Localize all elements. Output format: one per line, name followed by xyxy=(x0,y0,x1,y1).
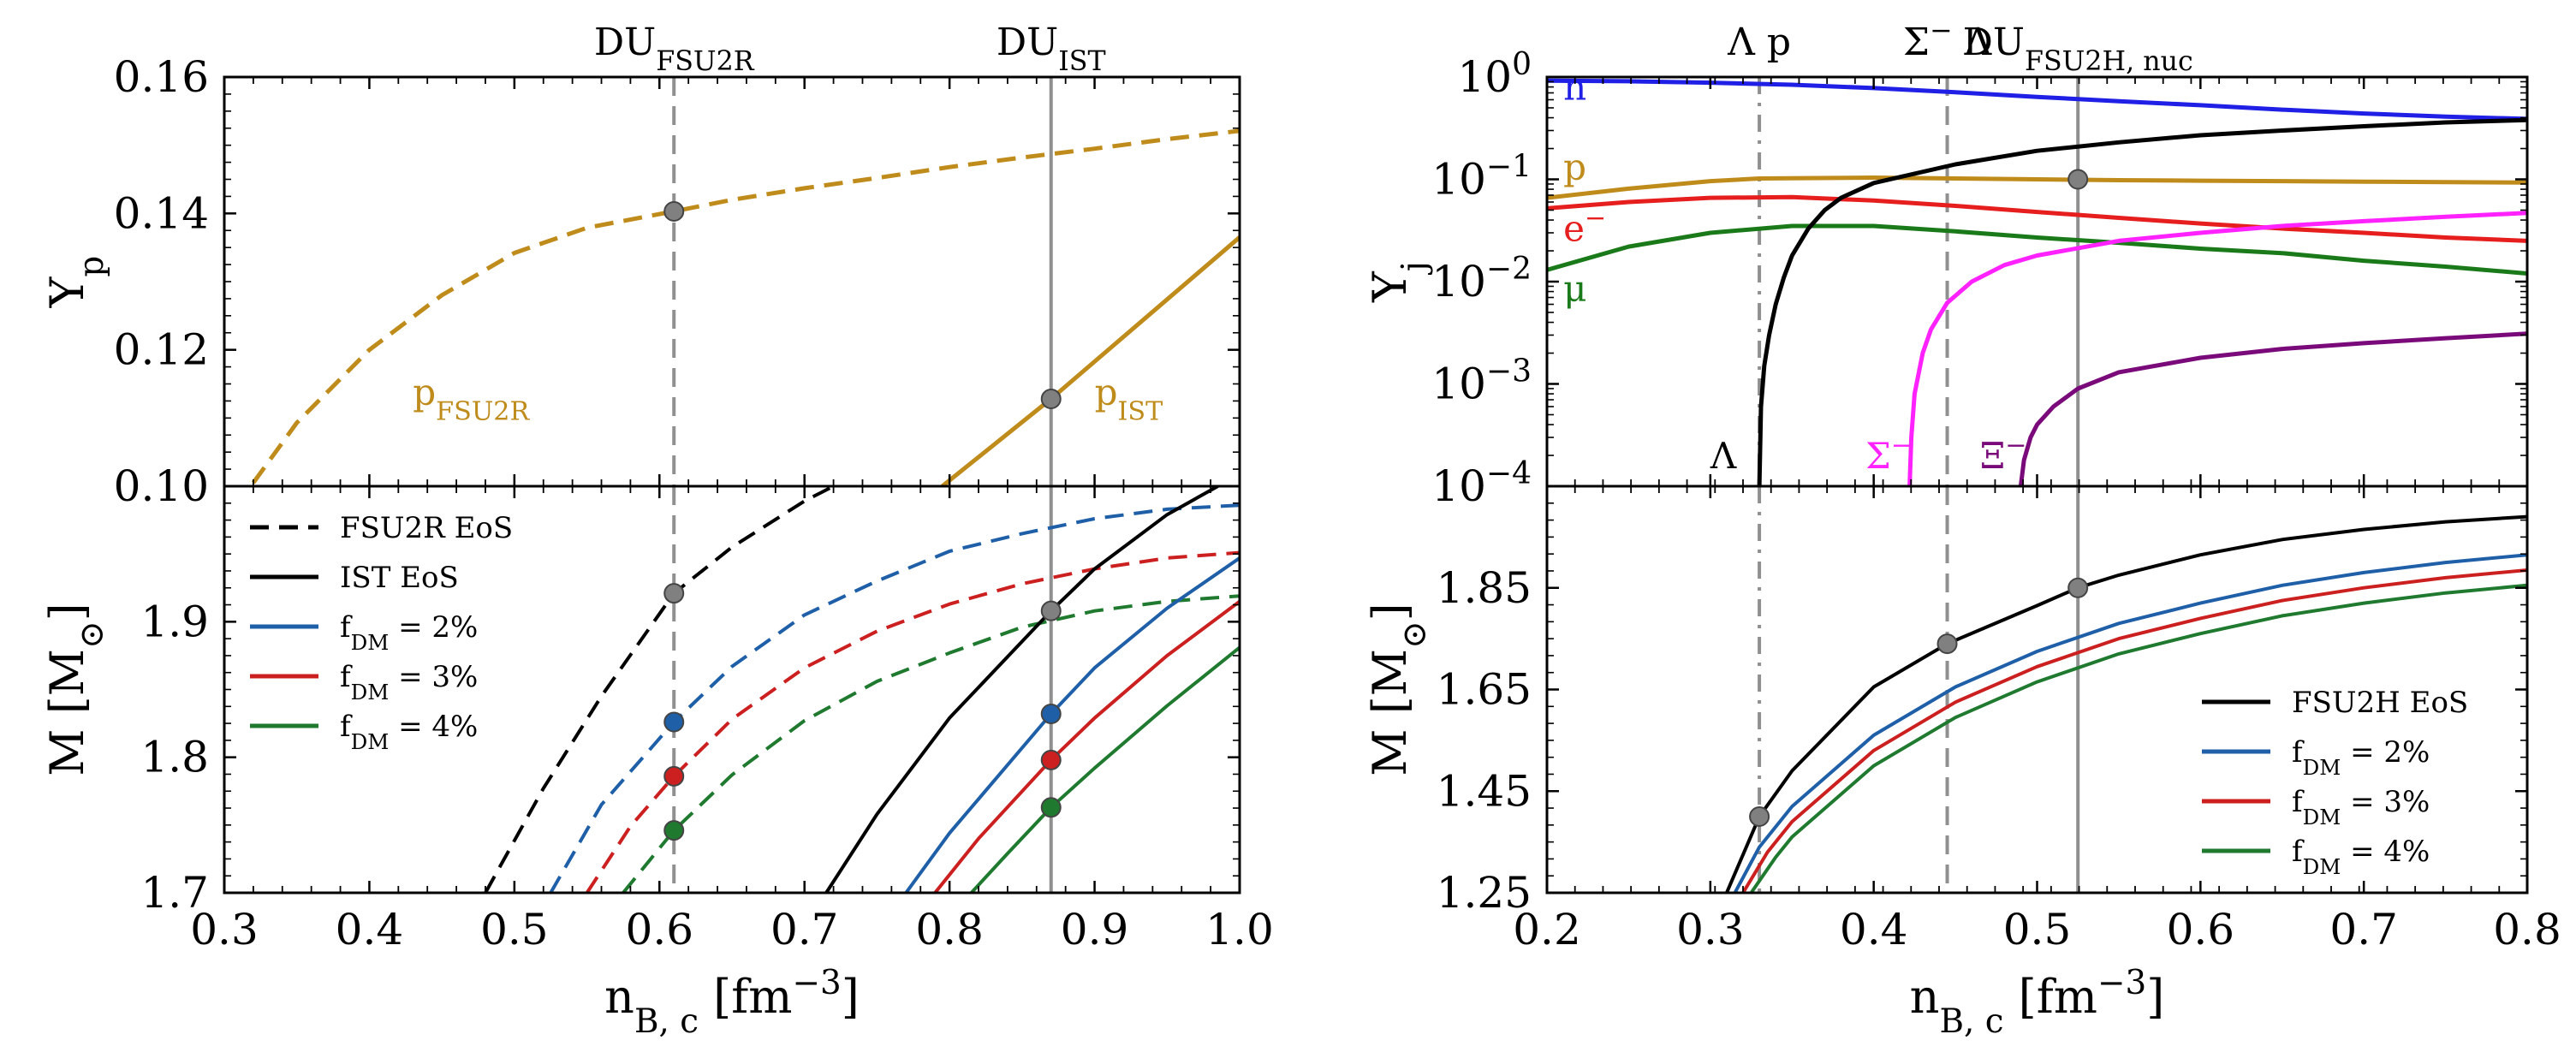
series-line xyxy=(1547,223,2527,276)
y-tick-label: 100 xyxy=(1457,47,1532,103)
series-label: pFSU2R xyxy=(413,371,530,426)
top-reference-label: Λ p xyxy=(1727,21,1791,64)
top-reference-label: DUFSU2H, nuc xyxy=(1963,21,2193,77)
series-label: Λ xyxy=(1710,435,1737,477)
y-tick-label: 10−3 xyxy=(1431,354,1532,409)
series-label: pIST xyxy=(1095,371,1163,426)
series-line xyxy=(2018,331,2527,486)
series-line xyxy=(1757,117,2527,486)
plot-area-left-top xyxy=(251,77,1240,486)
x-tick-label: 0.8 xyxy=(915,905,984,954)
x-tick-label: 0.7 xyxy=(770,905,839,954)
data-marker xyxy=(663,711,685,733)
legend-label: FSU2H EoS xyxy=(2292,686,2468,720)
series-line xyxy=(585,550,1240,893)
y-tick-label: 10−4 xyxy=(1431,456,1532,512)
legend-label: fDM = 3% xyxy=(2292,785,2430,829)
x-tick-label: 0.6 xyxy=(626,905,694,954)
x-tick-label: 1.0 xyxy=(1205,905,1274,954)
y-axis-label: Yp xyxy=(40,256,111,309)
data-marker xyxy=(1040,704,1062,724)
data-marker xyxy=(1040,749,1062,770)
top-reference-label: DUIST xyxy=(996,21,1106,77)
y-tick-label: 10−1 xyxy=(1431,149,1532,205)
x-tick-label: 0.5 xyxy=(2003,905,2072,954)
series-label: Σ− xyxy=(1865,430,1913,477)
data-marker xyxy=(1040,600,1062,621)
y-tick-label: 0.12 xyxy=(114,325,209,375)
series-label: p xyxy=(1563,146,1586,188)
plot-area-left-bottom xyxy=(484,486,1240,893)
data-marker xyxy=(1040,389,1062,410)
data-marker xyxy=(1936,633,1958,655)
legend-label: fDM = 3% xyxy=(340,660,478,704)
data-marker xyxy=(663,583,685,604)
x-tick-label: 0.6 xyxy=(2167,905,2235,954)
legend-label: fDM = 4% xyxy=(2292,835,2430,879)
series-line xyxy=(1547,194,2527,243)
y-tick-label: 1.8 xyxy=(140,733,209,782)
y-tick-label: 10−2 xyxy=(1431,252,1532,307)
x-axis-label: nB, c [fm−3] xyxy=(604,964,860,1041)
y-tick-label: 1.7 xyxy=(140,868,209,918)
x-tick-label: 0.9 xyxy=(1061,905,1129,954)
series-line xyxy=(549,503,1240,893)
series-label: Ξ− xyxy=(1980,430,2027,477)
x-axis-label: nB, c [fm−3] xyxy=(1910,964,2165,1041)
series-line xyxy=(904,556,1240,893)
y-axis-label: M [M⊙] xyxy=(40,603,111,776)
series-line xyxy=(1547,175,2527,200)
y-axis-label: Yj xyxy=(1363,261,1434,303)
data-marker xyxy=(663,765,685,787)
x-tick-label: 0.8 xyxy=(2493,905,2561,954)
legend-label: IST EoS xyxy=(340,561,459,595)
y-tick-label: 0.16 xyxy=(114,52,209,102)
x-tick-label: 0.4 xyxy=(1840,905,1908,954)
legend-label: FSU2R EoS xyxy=(340,511,513,545)
series-label: μ xyxy=(1563,267,1586,309)
x-tick-label: 0.3 xyxy=(1676,905,1745,954)
x-tick-label: 0.2 xyxy=(1513,905,1581,954)
plot-area-right-bottom xyxy=(1725,486,2527,893)
data-marker xyxy=(663,820,685,841)
series-line xyxy=(933,599,1240,893)
y-tick-label: 0.14 xyxy=(114,188,209,238)
y-axis-label: M [M⊙] xyxy=(1363,603,1434,776)
data-marker xyxy=(1749,805,1770,827)
series-line xyxy=(251,128,1240,484)
y-tick-label: 1.45 xyxy=(1437,766,1532,816)
x-tick-label: 0.7 xyxy=(2329,905,2398,954)
data-marker xyxy=(2067,577,2089,598)
series-line xyxy=(970,645,1240,893)
legend-label: fDM = 4% xyxy=(340,710,478,754)
data-marker xyxy=(663,200,685,222)
x-tick-label: 0.5 xyxy=(480,905,549,954)
series-line xyxy=(1741,568,2527,893)
series-line xyxy=(1907,211,2527,486)
top-reference-label: Σ− Λ xyxy=(1903,15,1993,64)
panels: pFSU2R pIST 0.10 0.12 0.14 0.16 DUFSU2R DUIST Yp… xyxy=(40,15,2561,1041)
legend-label: fDM = 2% xyxy=(340,610,478,655)
series-label: n xyxy=(1563,67,1586,109)
y-tick-label: 0.10 xyxy=(114,461,209,511)
x-tick-label: 0.3 xyxy=(190,905,259,954)
plot-area-right-top xyxy=(1547,77,2527,486)
series-line xyxy=(1749,583,2527,893)
data-marker xyxy=(1040,797,1062,818)
top-reference-label: DUFSU2R xyxy=(594,21,755,77)
series-line xyxy=(1733,553,2527,893)
y-tick-label: 1.65 xyxy=(1437,665,1532,715)
y-tick-label: 1.9 xyxy=(140,597,209,646)
legend-label: fDM = 2% xyxy=(2292,735,2430,780)
y-tick-label: 1.85 xyxy=(1437,563,1532,613)
series-label: e− xyxy=(1563,203,1606,250)
data-marker xyxy=(2067,169,2089,190)
series-line xyxy=(622,594,1240,893)
y-tick-label: 1.25 xyxy=(1437,868,1532,918)
x-tick-label: 0.4 xyxy=(336,905,404,954)
